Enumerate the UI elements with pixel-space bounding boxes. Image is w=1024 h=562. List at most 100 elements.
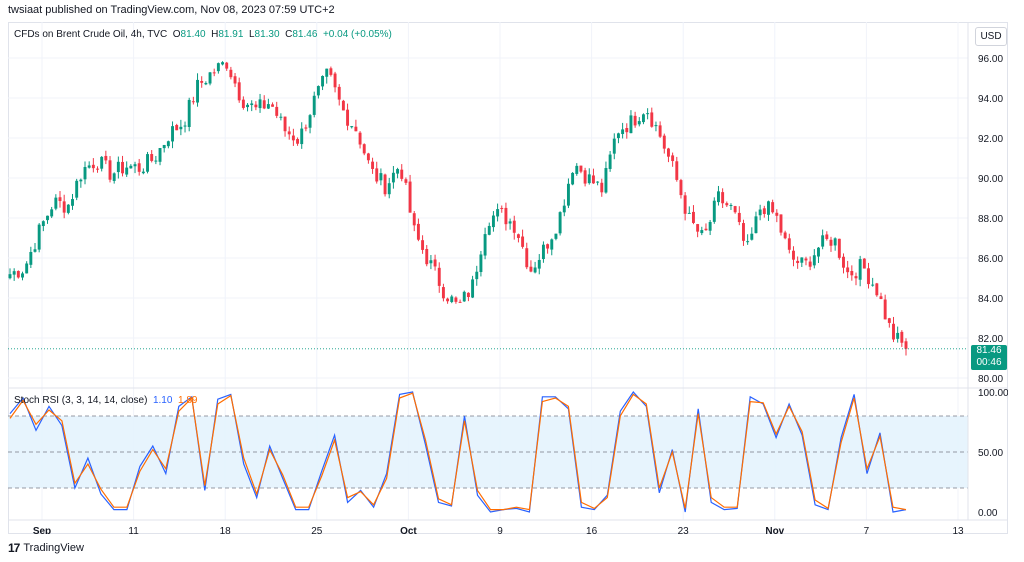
candle-body [262,100,266,109]
y-tick-label: 96.00 [978,54,1003,65]
candle-body [346,109,350,126]
candle-body [241,99,245,108]
open-label: O [172,29,181,40]
candle-body [762,208,766,214]
candle-body [29,251,33,265]
candle-body [279,116,283,118]
candle-body [12,271,16,275]
candle-body [483,234,487,256]
candle-body [104,155,108,161]
candle-body [767,201,770,215]
candle-body [637,121,641,125]
candle-body [275,106,279,116]
candle-body [146,154,149,172]
candle-body [404,179,408,183]
candle-body [437,267,441,286]
x-tick-label: 9 [497,526,503,534]
candle-body [83,167,87,180]
stoch-y-tick-label: 50.00 [978,448,1003,459]
candle-body [212,72,216,74]
candle-body [858,259,862,280]
candle-body [496,209,500,217]
candle-body [704,228,708,231]
candle-body [808,261,812,267]
candle-body [629,115,633,134]
candle-body [329,68,333,75]
candle-body [462,291,466,302]
candle-body [654,125,658,127]
candle-body [887,318,891,323]
candle-body [466,292,470,298]
candle-body [591,175,595,184]
y-tick-label: 94.00 [978,94,1003,105]
candle-body [746,241,750,243]
footer[interactable]: 17 TradingView [8,541,84,555]
candle-body [550,239,554,250]
candle-body [458,301,462,303]
symbol-legend: CFDs on Brent Crude Oil, 4h, TVC O81.40 … [14,29,392,40]
candle-body [258,99,262,109]
candle-body [679,180,683,196]
candle-body [333,73,337,88]
y-tick-label: 80.00 [978,374,1003,385]
candle-body [725,203,729,206]
candle-body [683,195,687,214]
candle-body [383,174,387,195]
candle-body [825,234,829,239]
low-label: L [248,29,255,40]
candle-body [33,249,37,252]
candle-body [379,173,383,181]
candle-body [812,255,816,266]
candle-body [21,273,24,278]
candle-body [621,129,625,135]
candle-body [37,224,41,250]
candle-body [658,125,662,137]
candle-body [850,270,854,276]
last-price-value: 81.46 [976,345,1002,356]
candle-body [804,258,808,261]
candle-body [358,132,362,145]
candle-body [412,213,416,226]
y-tick-label: 92.00 [978,134,1003,145]
candle-body [158,147,162,162]
candle-body [516,234,520,238]
candle-body [491,215,495,228]
candle-body [66,204,70,213]
candle-body [733,206,737,213]
x-tick-label: 16 [586,526,598,534]
chart-canvas[interactable]: 96.0094.0092.0090.0088.0086.0084.0082.00… [8,22,1008,534]
chart-frame [8,22,1008,534]
candles [8,61,968,356]
stoch-lines [9,391,907,513]
currency-button[interactable]: USD [975,27,1007,46]
candle-body [433,259,437,267]
candle-body [150,154,154,161]
candle-body [862,258,866,269]
candle-body [537,259,541,269]
x-tick-label: Oct [400,526,417,534]
footer-brand: TradingView [23,542,84,554]
candle-body [308,115,312,128]
axes: 96.0094.0092.0090.0088.0086.0084.0082.00… [8,22,1008,534]
candle-body [8,274,12,279]
candle-body [750,233,754,240]
stoch-line-d [9,392,907,511]
high-value: 81.91 [218,29,244,40]
candle-body [700,230,704,234]
candle-body [91,164,95,169]
candle-body [196,79,199,103]
candle-body [208,72,212,84]
x-tick-label: 11 [128,526,139,534]
candle-body [796,260,800,264]
candle-body [396,169,400,174]
x-tick-label: 18 [220,526,232,534]
candle-body [154,160,158,162]
candle-body [737,212,741,223]
candle-body [421,240,425,250]
x-tick-label: 25 [311,526,323,534]
candle-body [675,161,679,180]
candle-body [608,154,612,169]
candle-body [271,104,275,107]
candle-body [575,165,579,174]
candle-body [71,199,74,206]
